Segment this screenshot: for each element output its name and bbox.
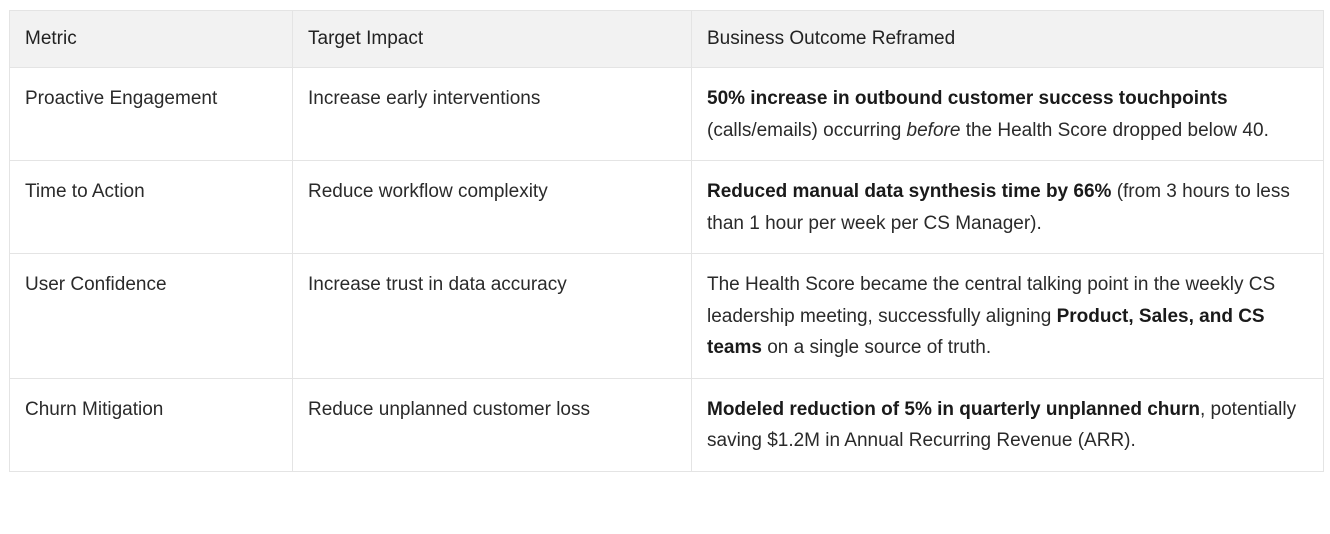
header-metric: Metric [9, 10, 293, 68]
cell-target-impact: Increase early interventions [292, 67, 692, 161]
cell-metric: Proactive Engagement [9, 67, 293, 161]
outcome-text: The Health Score became the central talk… [707, 274, 1276, 327]
outcome-text: (calls/emails) occurring [707, 119, 907, 141]
cell-target-impact: Reduce workflow complexity [292, 160, 692, 254]
cell-business-outcome: The Health Score became the central talk… [691, 253, 1324, 379]
table-row: Proactive Engagement Increase early inte… [9, 67, 1324, 161]
cell-business-outcome: 50% increase in outbound customer succes… [691, 67, 1324, 161]
outcome-emphasis: before [906, 119, 961, 141]
metrics-table-container: Metric Target Impact Business Outcome Re… [9, 10, 1324, 472]
table-row: User Confidence Increase trust in data a… [9, 253, 1324, 379]
header-business-outcome: Business Outcome Reframed [691, 10, 1324, 68]
cell-target-impact: Increase trust in data accuracy [292, 253, 692, 379]
table-body: Proactive Engagement Increase early inte… [9, 67, 1324, 472]
cell-business-outcome: Modeled reduction of 5% in quarterly unp… [691, 377, 1324, 472]
outcome-text: , potentially saving $1.2M in Annual Rec… [707, 398, 1297, 452]
outcome-highlight: Reduced manual data synthesis time by 66… [707, 181, 1112, 202]
cell-metric: Time to Action [9, 160, 293, 254]
outcome-text: (from 3 hours to less than 1 hour per we… [707, 181, 1290, 234]
table-row: Churn Mitigation Reduce unplanned custom… [9, 377, 1324, 472]
table-row: Time to Action Reduce workflow complexit… [9, 160, 1324, 254]
metrics-table: Metric Target Impact Business Outcome Re… [9, 10, 1324, 472]
cell-business-outcome: Reduced manual data synthesis time by 66… [691, 160, 1324, 254]
outcome-highlight: 50% increase in outbound customer succes… [707, 88, 1228, 109]
outcome-text: on a single source of truth. [761, 337, 992, 358]
outcome-highlight: Modeled reduction of 5% in quarterly unp… [707, 398, 1200, 420]
table-header-row: Metric Target Impact Business Outcome Re… [9, 10, 1324, 68]
outcome-text: the Health Score dropped below 40. [960, 119, 1269, 141]
cell-target-impact: Reduce unplanned customer loss [292, 377, 692, 472]
cell-metric: Churn Mitigation [9, 377, 293, 472]
outcome-highlight: Product, Sales, and CS teams [707, 305, 1265, 359]
cell-metric: User Confidence [9, 253, 293, 379]
header-target-impact: Target Impact [292, 10, 692, 68]
